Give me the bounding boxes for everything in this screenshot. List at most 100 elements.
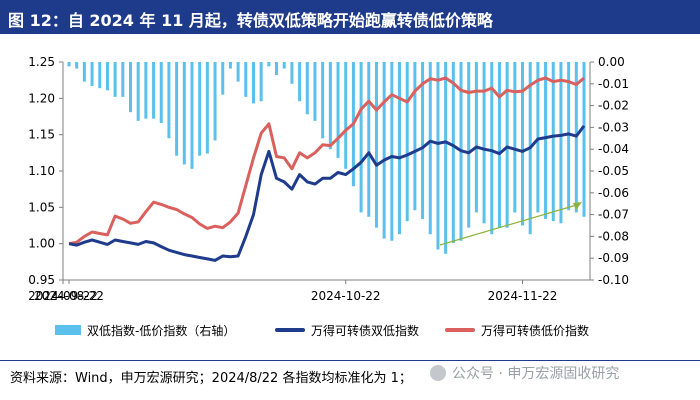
trend-arrow-head (573, 202, 582, 210)
bar-2024-11-01 (405, 62, 409, 222)
bar-2024-10-16 (313, 62, 317, 121)
figure-title: 图 12：自 2024 年 11 月起，转债双低策略开始跑赢转债低价策略 (8, 11, 493, 30)
bar-2024-09-04 (136, 62, 140, 121)
bar-2024-10-24 (359, 62, 363, 213)
right-tick-label: -0.05 (598, 164, 629, 178)
legend-item-low-price: 万得可转债低价指数 (445, 318, 589, 342)
right-tick-label: -0.01 (598, 77, 629, 91)
bar-2024-09-06 (152, 62, 156, 119)
legend-item-spread: 双低指数-低价指数（右轴） (55, 318, 235, 342)
bar-2024-09-12 (182, 62, 186, 165)
bar-2024-11-28 (551, 62, 555, 222)
bar-2024-08-29 (105, 62, 109, 91)
legend-swatch-spread (55, 325, 81, 335)
bar-2024-11-26 (536, 62, 540, 213)
legend-item-double-low: 万得可转债双低指数 (275, 318, 419, 342)
bar-2024-08-23 (75, 62, 79, 69)
bar-2024-09-05 (144, 62, 148, 119)
bar-2024-10-15 (305, 62, 309, 115)
bar-2024-11-04 (413, 62, 417, 211)
bar-2024-09-09 (159, 62, 163, 124)
line-low-price-index (68, 76, 585, 246)
legend: 双低指数-低价指数（右轴） 万得可转债双低指数 万得可转债低价指数 (0, 318, 700, 342)
left-tick-label: 1.05 (28, 200, 55, 214)
bar-2024-10-30 (390, 62, 394, 241)
bar-2024-11-18 (490, 62, 494, 235)
legend-label-double-low: 万得可转债双低指数 (311, 323, 420, 338)
bar-2024-12-02 (567, 62, 571, 211)
bar-2024-11-11 (451, 62, 455, 243)
bar-2024-10-21 (336, 62, 340, 158)
left-tick-label: 1.15 (28, 128, 55, 142)
bar-2024-10-10 (282, 62, 286, 69)
bar-2024-10-28 (374, 62, 378, 228)
x-tick-label: 2024-08-22 (34, 289, 104, 303)
bar-2024-11-21 (513, 62, 517, 213)
right-tick-label: 0.00 (598, 55, 625, 69)
bar-2024-10-17 (321, 62, 325, 139)
bar-2024-08-27 (90, 62, 94, 86)
bar-2024-09-02 (121, 62, 125, 97)
bar-2024-11-07 (436, 62, 440, 250)
bar-2024-10-11 (290, 62, 294, 84)
bar-2024-09-03 (128, 62, 132, 113)
bar-2024-10-22 (344, 62, 348, 169)
bar-2024-09-20 (213, 62, 217, 141)
bar-2024-10-31 (398, 62, 402, 235)
bar-2024-11-22 (521, 62, 525, 226)
bar-2024-10-29 (382, 62, 386, 239)
left-tick-label: 1.25 (28, 55, 55, 69)
bar-2024-11-14 (474, 62, 478, 213)
x-tick-label: 2024-09-22 (28, 289, 98, 303)
x-tick-label: 2024-10-22 (311, 289, 381, 303)
bar-2024-11-13 (467, 62, 471, 228)
bar-2024-11-27 (544, 62, 548, 219)
legend-label-spread: 双低指数-低价指数（右轴） (87, 323, 236, 338)
left-tick-label: 1.00 (28, 237, 55, 251)
bar-2024-09-25 (236, 62, 240, 82)
bar-2024-09-19 (205, 62, 209, 154)
bar-2024-11-15 (482, 62, 486, 224)
right-tick-label: -0.08 (598, 229, 629, 243)
watermark-text: 公众号 · 申万宏源固收研究 (452, 366, 620, 382)
bar-2024-08-30 (113, 62, 117, 97)
bar-2024-10-25 (367, 62, 371, 217)
bar-2024-09-13 (190, 62, 194, 169)
source-note: 资料来源：Wind，申万宏源研究；2024/8/22 各指数均标准化为 1； (10, 371, 412, 386)
right-tick-label: -0.06 (598, 186, 629, 200)
left-axis-ticks: 0.95 1.00 1.05 1.10 1.15 1.20 1.25 (28, 55, 63, 287)
left-tick-label: 1.20 (28, 91, 55, 105)
bar-2024-08-26 (82, 62, 86, 82)
bar-2024-10-14 (298, 62, 302, 102)
bar-2024-09-18 (198, 62, 202, 156)
figure-title-bar: 图 12：自 2024 年 11 月起，转债双低策略开始跑赢转债低价策略 (0, 0, 700, 34)
watermark: 公众号 · 申万宏源固收研究 (430, 363, 619, 383)
legend-label-low-price: 万得可转债低价指数 (481, 323, 590, 338)
legend-swatch-low-price (445, 328, 475, 332)
right-tick-label: -0.04 (598, 142, 629, 156)
left-tick-label: 0.95 (28, 273, 55, 287)
line-series-group (68, 76, 586, 262)
bar-2024-09-30 (259, 62, 263, 102)
bar-2024-11-19 (497, 62, 501, 228)
right-axis-ticks: 0.00 -0.01 -0.02 -0.03 -0.04 -0.05 -0.06 -0.07 -… (590, 55, 629, 287)
line-double-low-index (68, 124, 586, 262)
chart: 0.95 1.00 1.05 1.10 1.15 1.20 1.25 0.00 -0.01 -0… (28, 55, 629, 303)
x-tick-label: 2024-11-22 (488, 289, 558, 303)
bar-2024-08-28 (98, 62, 102, 89)
bar-2024-11-29 (559, 62, 563, 224)
right-tick-label: -0.07 (598, 208, 629, 222)
right-tick-label: -0.10 (598, 273, 629, 287)
bar-2024-09-26 (244, 62, 248, 97)
right-tick-label: -0.03 (598, 120, 629, 134)
source-divider (0, 360, 700, 361)
bar-2024-09-10 (167, 62, 171, 139)
bar-2024-12-04 (582, 62, 586, 217)
bar-2024-11-06 (428, 62, 432, 235)
bar-2024-09-24 (228, 62, 232, 69)
bar-2024-10-18 (328, 62, 332, 150)
trend-arrow (439, 203, 581, 246)
bar-2024-11-05 (421, 62, 425, 219)
bar-2024-10-09 (275, 62, 279, 76)
